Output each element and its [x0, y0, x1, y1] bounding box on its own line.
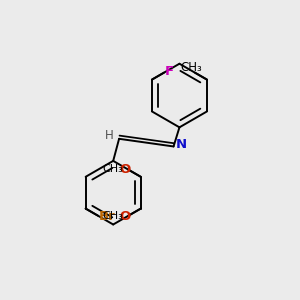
Text: O: O [119, 163, 130, 176]
Text: CH₃: CH₃ [180, 61, 202, 74]
Text: CH₃: CH₃ [103, 211, 123, 221]
Text: N: N [176, 138, 188, 151]
Text: CH₃: CH₃ [103, 164, 123, 174]
Text: Br: Br [98, 210, 115, 223]
Text: F: F [165, 64, 174, 78]
Text: H: H [105, 129, 114, 142]
Text: O: O [119, 210, 130, 223]
